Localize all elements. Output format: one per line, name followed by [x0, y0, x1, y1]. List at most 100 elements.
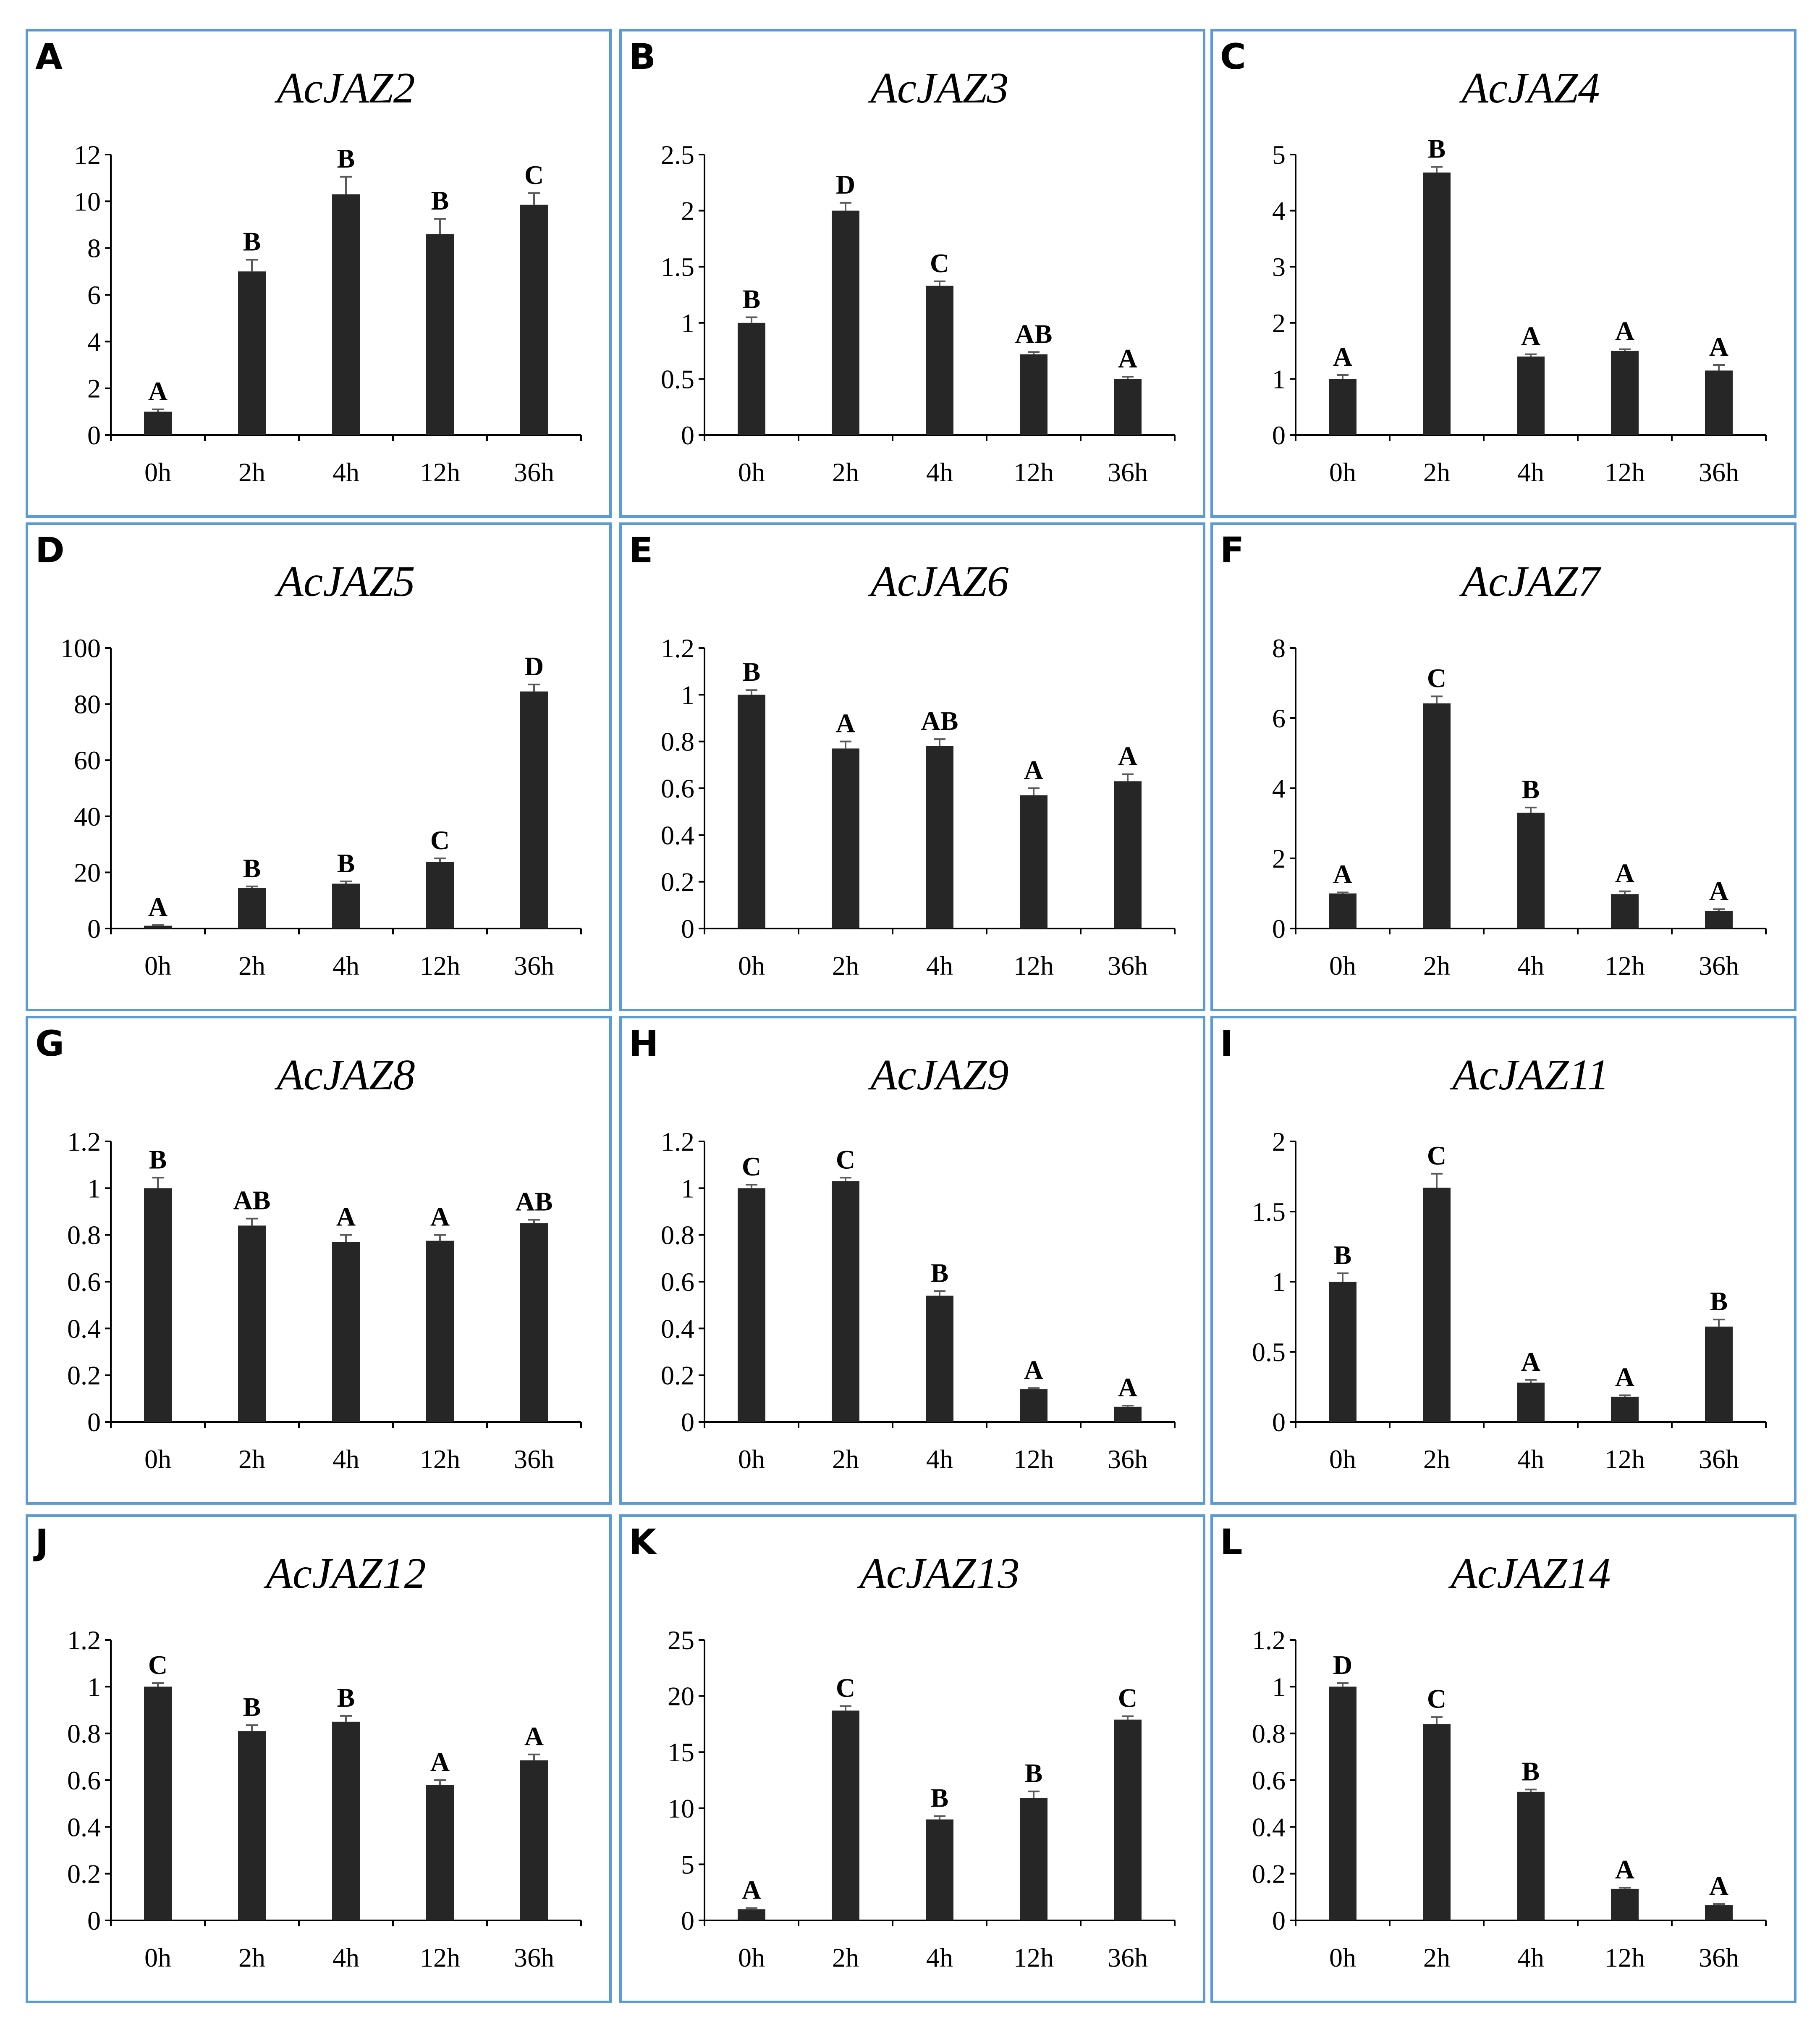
panel-letter: K: [629, 1521, 657, 1563]
significance-label: C: [930, 248, 949, 278]
panel-e: E AcJAZ6 0 0.2 0.4 0.6 0.8 1 1.2 B 0h A 2h AB 4h A 12h A 3…: [619, 522, 1205, 1011]
error-bar: [934, 1290, 945, 1296]
error-bar: [1431, 166, 1443, 173]
x-tick-label: 12h: [1013, 951, 1054, 981]
bar-4h: [332, 1721, 360, 1920]
x-tick-label: 4h: [1517, 457, 1544, 487]
significance-label: C: [1427, 1141, 1446, 1170]
error-bar: [840, 1177, 851, 1181]
panel-letter: A: [35, 36, 63, 77]
bar-2h: [832, 748, 859, 929]
x-tick-label: 2h: [832, 1943, 859, 1973]
x-tick-label: 36h: [514, 1943, 554, 1973]
x-tick-label: 2h: [238, 457, 265, 487]
error-bar: [934, 738, 945, 746]
bar-12h: [1611, 894, 1639, 929]
error-bar: [434, 1234, 446, 1241]
y-tick-label: 0.8: [67, 1719, 101, 1749]
y-tick-label: 0.4: [67, 1314, 101, 1343]
x-tick-label: 36h: [1108, 457, 1148, 487]
bar-4h: [926, 1819, 953, 1920]
error-bar: [1713, 908, 1725, 911]
y-tick-label: 1.2: [1252, 1625, 1286, 1655]
panel-l: L AcJAZ14 0 0.2 0.4 0.6 0.8 1 1.2 D 0h C 2h B 4h A 12h A 3…: [1210, 1514, 1796, 2003]
bar-12h: [1611, 1396, 1639, 1422]
chart-title: AcJAZ7: [1459, 557, 1601, 606]
panel-letter: H: [629, 1023, 658, 1064]
y-tick-label: 0.2: [67, 1361, 101, 1390]
error-bar: [934, 280, 945, 286]
y-tick-label: 0: [87, 1407, 101, 1437]
y-tick-label: 25: [668, 1625, 694, 1655]
significance-label: AB: [921, 706, 958, 736]
x-tick-label: 2h: [1423, 951, 1450, 981]
x-tick-label: 2h: [238, 1444, 265, 1474]
error-bar: [1525, 1379, 1537, 1383]
significance-label: B: [931, 1258, 949, 1288]
panel-f: F AcJAZ7 0 2 4 6 8 A 0h C 2h B 4h A 12h A 36h: [1210, 522, 1796, 1011]
bar-12h: [1020, 1389, 1047, 1422]
bar-0h: [738, 1188, 765, 1422]
y-tick-label: 1.2: [661, 1127, 694, 1157]
significance-label: A: [1615, 316, 1634, 346]
bar-4h: [926, 286, 953, 435]
x-tick-label: 2h: [238, 1943, 265, 1973]
bar-36h: [1705, 911, 1733, 929]
significance-label: C: [1427, 1684, 1446, 1714]
x-tick-label: 12h: [1605, 1444, 1645, 1474]
bar-36h: [1114, 781, 1142, 929]
error-bar: [840, 1705, 851, 1711]
bar-2h: [1423, 172, 1451, 435]
bar-0h: [144, 1188, 172, 1422]
x-tick-label: 2h: [238, 951, 265, 981]
x-tick-label: 12h: [420, 1444, 460, 1474]
error-bar: [1713, 364, 1725, 371]
bar-12h: [426, 1785, 454, 1920]
x-tick-label: 12h: [420, 457, 460, 487]
y-tick-label: 1: [87, 1173, 101, 1203]
error-bar: [746, 1183, 757, 1188]
error-bar: [840, 740, 851, 749]
y-tick-label: 0.8: [67, 1220, 101, 1250]
significance-label: B: [1334, 1240, 1352, 1270]
bar-0h: [144, 1687, 172, 1920]
significance-label: A: [1024, 1355, 1043, 1385]
y-tick-label: 8: [87, 233, 101, 263]
error-bar: [434, 1779, 446, 1785]
significance-label: AB: [233, 1186, 271, 1215]
y-tick-label: 4: [1272, 196, 1286, 226]
bar-0h: [738, 323, 765, 435]
significance-label: B: [1710, 1286, 1728, 1316]
y-tick-label: 1: [1272, 1267, 1286, 1297]
significance-label: A: [1615, 858, 1634, 888]
y-tick-label: 1: [1272, 364, 1286, 394]
y-tick-label: 1: [681, 308, 694, 338]
significance-label: A: [1118, 344, 1137, 373]
y-tick-label: 1.5: [661, 252, 694, 282]
significance-label: A: [524, 1721, 544, 1751]
y-tick-label: 2: [1272, 1127, 1286, 1157]
bar-12h: [1611, 351, 1639, 435]
error-bar: [1122, 1405, 1134, 1407]
significance-label: C: [836, 1673, 855, 1703]
error-bar: [934, 1815, 945, 1820]
significance-label: B: [243, 1692, 261, 1722]
bar-2h: [832, 1181, 859, 1422]
significance-label: A: [1521, 1347, 1540, 1377]
x-tick-label: 4h: [333, 1444, 359, 1474]
x-tick-label: 36h: [1699, 1943, 1739, 1973]
x-tick-label: 0h: [1329, 1444, 1356, 1474]
significance-label: D: [1333, 1650, 1352, 1680]
y-tick-label: 1.2: [67, 1127, 101, 1157]
y-tick-label: 3: [1272, 252, 1286, 282]
y-tick-label: 0: [681, 420, 694, 450]
x-tick-label: 4h: [926, 951, 953, 981]
bar-4h: [332, 194, 360, 435]
significance-label: B: [243, 227, 261, 257]
y-tick-label: 0.6: [67, 1267, 101, 1297]
error-bar: [840, 202, 851, 211]
y-tick-label: 10: [74, 186, 101, 216]
x-tick-label: 2h: [1423, 1444, 1450, 1474]
bar-2h: [1423, 1188, 1451, 1422]
panel-letter: D: [35, 530, 65, 571]
